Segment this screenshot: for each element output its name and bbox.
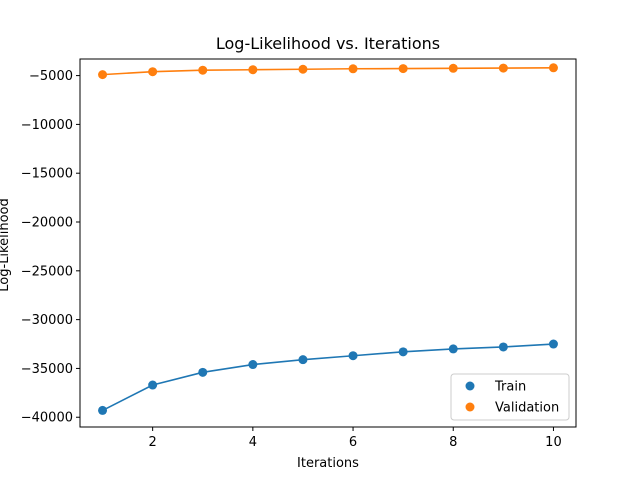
y-tick-label: −5000 — [29, 69, 73, 84]
plot-frame — [79, 58, 577, 428]
legend-marker-train — [465, 381, 475, 391]
x-tick-label: 8 — [449, 435, 457, 450]
data-point-train — [148, 380, 158, 390]
data-point-validation — [248, 65, 258, 75]
y-tick-label: −25000 — [21, 264, 73, 279]
legend: Train Validation — [450, 373, 570, 421]
x-tick-label: 6 — [349, 435, 357, 450]
data-point-validation — [448, 63, 458, 73]
data-point-validation — [548, 63, 558, 73]
series-line-validation — [102, 66, 554, 76]
x-tick-label: 2 — [149, 435, 157, 450]
data-point-train — [248, 360, 258, 370]
data-point-validation — [148, 67, 158, 77]
plot-area: 2 4 6 8 10 −40000 −35000 −30000 −25000 −20000 −150… — [21, 58, 577, 450]
y-axis-title: Log-Likelihood — [0, 198, 12, 291]
data-point-validation — [198, 65, 208, 75]
data-point-train — [548, 339, 558, 349]
y-tick-label: −20000 — [21, 216, 73, 231]
legend-box — [450, 373, 570, 421]
data-point-train — [498, 342, 508, 352]
data-point-train — [448, 344, 458, 354]
data-point-train — [298, 355, 308, 365]
data-point-validation — [498, 63, 508, 73]
data-point-train — [198, 367, 208, 377]
data-point-validation — [348, 64, 358, 74]
legend-label-train: Train — [494, 380, 526, 395]
legend-marker-validation — [465, 402, 475, 412]
data-point-train — [98, 405, 108, 415]
y-tick-label: −30000 — [21, 313, 73, 328]
x-axis-title: Iterations — [297, 456, 359, 471]
chart-title: Log-Likelihood vs. Iterations — [216, 34, 440, 53]
y-tick-label: −35000 — [21, 362, 73, 377]
data-point-validation — [298, 64, 308, 74]
y-tick-label: −10000 — [21, 118, 73, 133]
legend-label-validation: Validation — [495, 401, 559, 416]
series-line-train — [102, 343, 554, 412]
data-point-train — [398, 347, 408, 357]
y-tick-label: −15000 — [21, 167, 73, 182]
data-point-train — [348, 351, 358, 361]
y-tick-label: −40000 — [21, 411, 73, 426]
x-tick-label: 10 — [545, 435, 562, 450]
data-point-validation — [398, 64, 408, 74]
data-point-validation — [98, 70, 108, 80]
x-tick-label: 4 — [249, 435, 257, 450]
